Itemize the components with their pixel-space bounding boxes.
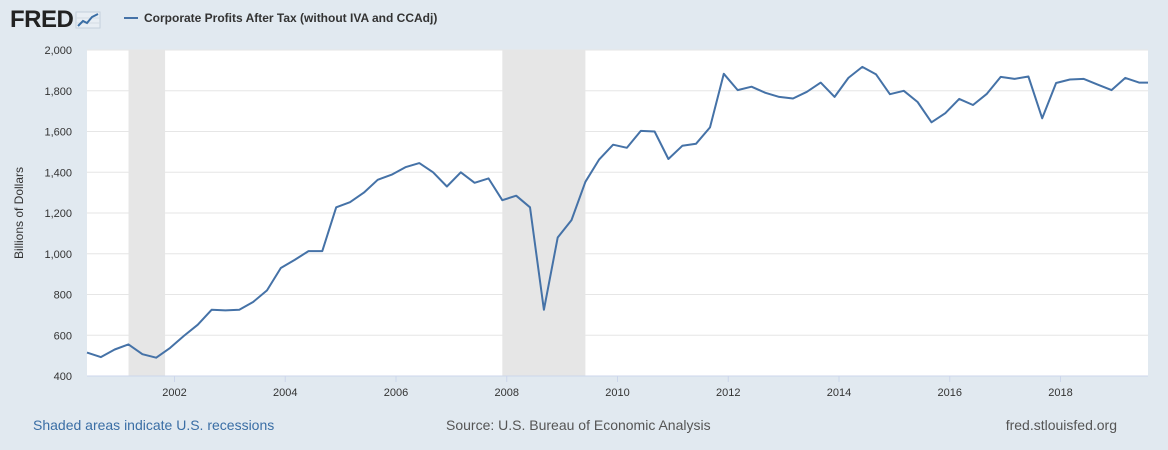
x-axis-ticks: 2002 2004 2006 2008 2010 2012 2014 2016 2018 <box>87 375 1148 399</box>
x-tick-label: 2018 <box>1048 387 1072 399</box>
y-tick-label: 800 <box>54 290 72 302</box>
x-tick-label: 2014 <box>827 387 851 399</box>
y-tick-label: 1,400 <box>44 167 72 179</box>
fred-logo[interactable]: FRED <box>10 6 101 34</box>
x-tick-label: 2008 <box>495 387 519 399</box>
source-note: Source: U.S. Bureau of Economic Analysis <box>446 417 711 433</box>
legend-swatch <box>124 17 138 19</box>
line-chart: 4006008001,0001,2001,4001,6001,8002,000 … <box>12 45 1148 399</box>
legend-label: Corporate Profits After Tax (without IVA… <box>144 11 438 25</box>
y-tick-label: 1,000 <box>44 249 72 261</box>
recession-note-link[interactable]: Shaded areas indicate U.S. recessions <box>33 417 275 433</box>
x-tick-label: 2016 <box>938 387 962 399</box>
x-tick-label: 2010 <box>605 387 629 399</box>
y-tick-label: 2,000 <box>44 45 72 57</box>
fred-logo-text: FRED <box>10 6 74 33</box>
y-axis-label: Billions of Dollars <box>12 167 26 259</box>
chart-footer: Shaded areas indicate U.S. recessions So… <box>0 412 1168 438</box>
chart-line-icon <box>75 11 101 29</box>
site-credit: fred.stlouisfed.org <box>1005 417 1117 433</box>
y-tick-label: 1,200 <box>44 208 72 220</box>
y-axis-ticks: 400 600 800 1,000 1,200 1,400 1,600 1,800 2,000 <box>44 45 72 383</box>
y-tick-label: 1,600 <box>44 127 72 139</box>
y-tick-label: 600 <box>54 330 72 342</box>
series-layer <box>86 65 1148 359</box>
x-tick-label: 2006 <box>384 387 408 399</box>
y-tick-label: 1,800 <box>44 86 72 98</box>
x-tick-label: 2004 <box>273 387 297 399</box>
series-line-1[interactable] <box>86 65 1148 359</box>
chart-header: FRED Corporate Profits After Tax (withou… <box>0 0 1168 44</box>
y-tick-label: 400 <box>54 371 72 383</box>
x-tick-label: 2012 <box>716 387 740 399</box>
chart-legend[interactable]: Corporate Profits After Tax (without IVA… <box>124 11 437 25</box>
x-tick-label: 2002 <box>162 387 186 399</box>
